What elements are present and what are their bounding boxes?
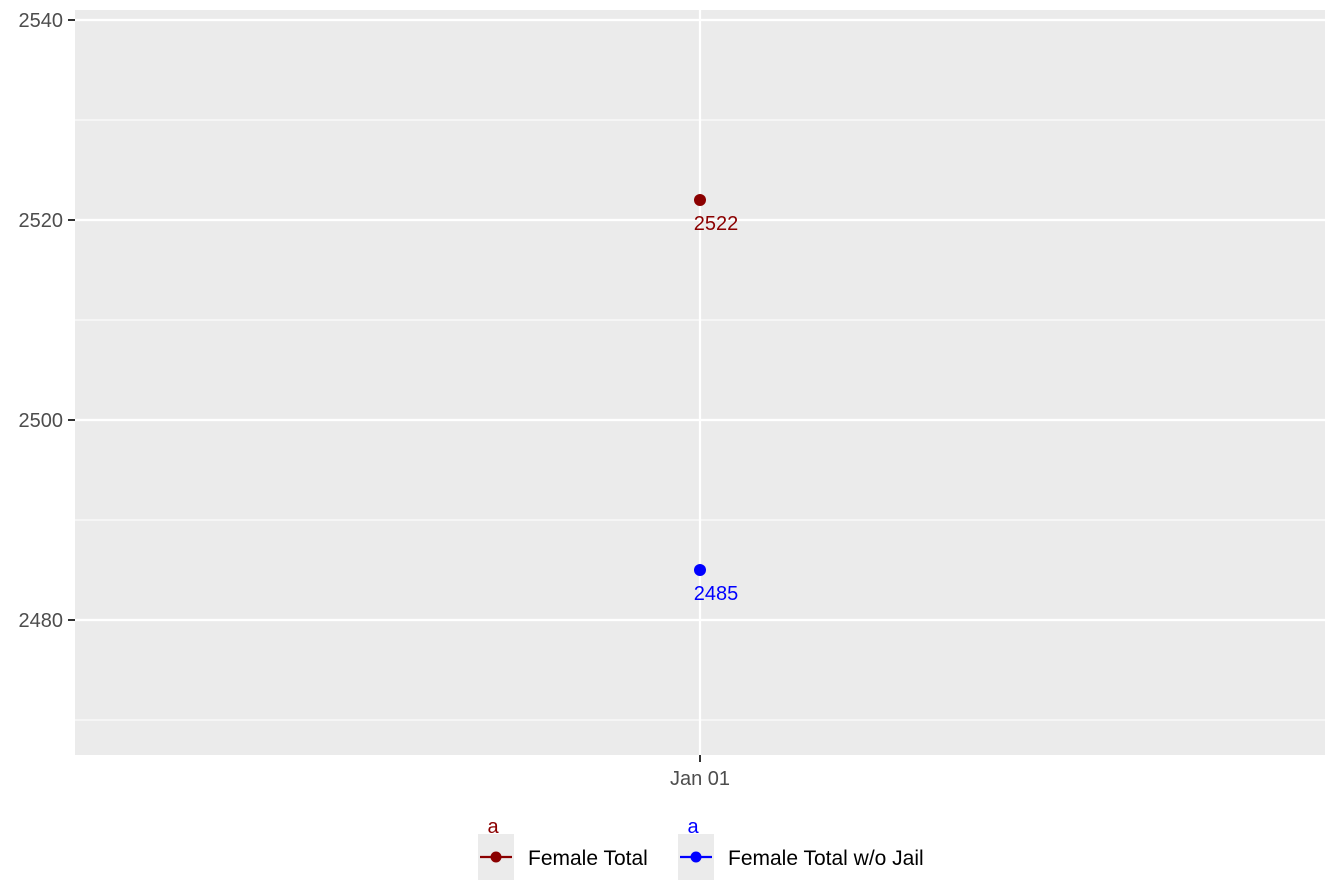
y-axis: 2480 2500 2520 2540 — [19, 10, 75, 632]
data-point — [694, 564, 706, 576]
data-point — [694, 194, 706, 206]
data-labels: 2522 2485 — [694, 213, 739, 605]
legend-label: Female Total — [528, 847, 648, 870]
x-axis: Jan 01 — [670, 755, 730, 790]
y-tick-label: 2480 — [19, 610, 64, 632]
y-tick-label: 2540 — [19, 10, 64, 32]
x-tick-label: Jan 01 — [670, 768, 730, 790]
data-label: 2485 — [694, 583, 739, 605]
legend-key-letter: a — [487, 816, 499, 838]
y-tick-label: 2500 — [19, 410, 64, 432]
y-tick-label: 2520 — [19, 210, 64, 232]
legend-key-point — [490, 851, 502, 863]
legend: a Female Total a Female Total w/o Jail — [478, 816, 924, 880]
legend-label: Female Total w/o Jail — [728, 847, 924, 870]
data-label: 2522 — [694, 213, 739, 235]
legend-key-point — [690, 851, 702, 863]
legend-key-letter: a — [687, 816, 699, 838]
data-points — [694, 194, 706, 576]
grid-major — [75, 10, 1325, 755]
